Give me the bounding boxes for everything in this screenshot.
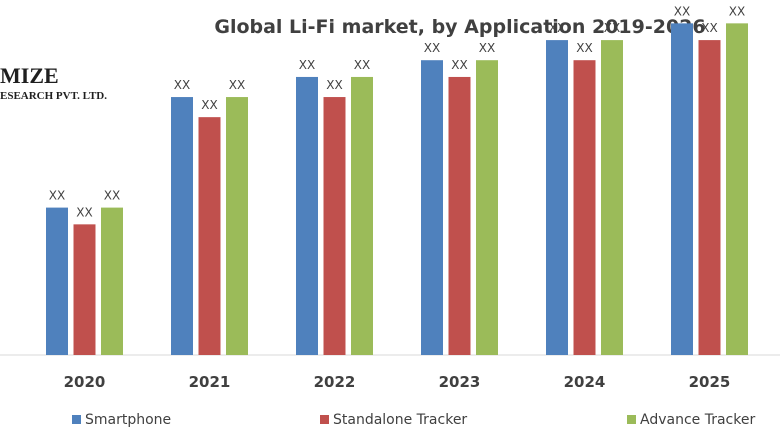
bar-2024-0 xyxy=(546,40,568,355)
data-label-2023-0: XX xyxy=(424,41,440,55)
legend-label-2: Advance Tracker xyxy=(640,412,755,428)
data-label-2025-1: XX xyxy=(701,21,717,35)
data-label-2021-0: XX xyxy=(174,78,190,92)
x-tick-label-2022: 2022 xyxy=(314,373,356,391)
data-label-2023-1: XX xyxy=(451,58,467,72)
data-label-2024-2: XX xyxy=(604,21,620,35)
bar-2024-1 xyxy=(573,60,596,355)
logo-tagline: ESEARCH PVT. LTD. xyxy=(0,90,107,102)
x-tick-labels: 2020 2021 2022 2023 2024 2025 xyxy=(64,373,731,391)
x-tick-label-2024: 2024 xyxy=(564,373,606,391)
legend-label-0: Smartphone xyxy=(85,412,171,428)
data-label-2023-2: XX xyxy=(479,41,495,55)
data-label-2020-1: XX xyxy=(76,205,92,219)
legend-label-1: Standalone Tracker xyxy=(333,412,467,428)
logo: MIZE ESEARCH PVT. LTD. xyxy=(0,63,107,102)
legend-swatch-2 xyxy=(627,415,636,424)
data-label-2022-2: XX xyxy=(354,58,370,72)
bar-2023-2 xyxy=(476,60,498,355)
bar-2020-1 xyxy=(73,224,96,355)
bar-2022-0 xyxy=(296,76,318,355)
data-label-2021-1: XX xyxy=(201,98,217,112)
data-label-2024-0: XX xyxy=(549,21,565,35)
bar-2020-0 xyxy=(46,207,68,355)
data-label-2025-0: XX xyxy=(674,4,690,18)
data-label-2025-2: XX xyxy=(729,4,745,18)
bars-layer xyxy=(46,23,748,356)
x-tick-label-2020: 2020 xyxy=(64,373,106,391)
bar-2022-1 xyxy=(323,97,346,356)
bar-2020-2 xyxy=(101,207,123,355)
logo-wordmark: MIZE xyxy=(0,63,59,88)
data-label-2022-1: XX xyxy=(326,78,342,92)
data-labels-layer: XX XX XX XX XX XX XX XX XX XX XX XX XX XX XX XX XX XX xyxy=(49,4,745,219)
data-label-2020-2: XX xyxy=(104,189,120,203)
data-label-2024-1: XX xyxy=(576,41,592,55)
legend: Smartphone Standalone Tracker Advance Trac… xyxy=(72,412,755,428)
x-tick-label-2025: 2025 xyxy=(689,373,731,391)
x-tick-label-2023: 2023 xyxy=(439,373,481,391)
chart-title: Global Li-Fi market, by Application 2019… xyxy=(214,16,705,38)
legend-swatch-0 xyxy=(72,415,81,424)
x-tick-label-2021: 2021 xyxy=(189,373,231,391)
legend-swatch-1 xyxy=(320,415,329,424)
bar-2023-1 xyxy=(448,76,471,355)
bar-2021-1 xyxy=(198,117,221,356)
data-label-2020-0: XX xyxy=(49,189,65,203)
data-label-2022-0: XX xyxy=(299,58,315,72)
bar-2021-2 xyxy=(226,97,248,356)
bar-2022-2 xyxy=(351,76,373,355)
bar-2024-2 xyxy=(601,40,623,355)
bar-2025-0 xyxy=(671,23,693,355)
data-label-2021-2: XX xyxy=(229,78,245,92)
bar-2025-2 xyxy=(726,23,748,355)
bar-2023-0 xyxy=(421,60,443,355)
bar-2025-1 xyxy=(698,40,721,355)
bar-2021-0 xyxy=(171,97,193,356)
